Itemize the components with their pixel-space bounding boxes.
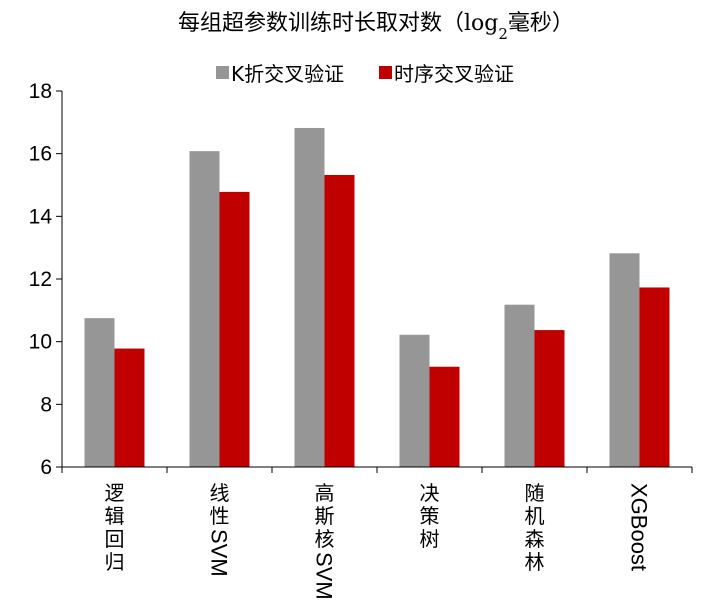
y-tick-label: 18 [29,80,52,103]
bar-timeseries-0 [114,348,145,467]
svg-text:SVM: SVM [207,529,232,577]
plot-area [84,127,670,468]
bar-kfold-0 [84,318,115,467]
x-tick-label: XGBoost [627,483,652,571]
bar-kfold-2 [294,127,325,468]
chart-title-subscript: 2 [498,25,508,43]
legend-swatch-kfold [216,66,229,79]
y-tick-label: 10 [29,331,52,354]
svg-text:机: 机 [525,504,545,528]
svg-text:回: 回 [105,527,125,551]
svg-text:高: 高 [315,481,335,505]
svg-text:树: 树 [420,527,440,551]
bar-timeseries-5 [639,287,670,467]
legend: K折交叉验证 时序交叉验证 [216,62,514,86]
svg-text:林: 林 [525,550,545,574]
svg-text:线: 线 [210,481,230,505]
svg-text:SVM: SVM [312,552,337,600]
legend-swatch-timeseries [379,66,392,79]
bar-kfold-1 [189,151,220,467]
y-tick-label: 12 [29,268,52,291]
svg-text:核: 核 [315,527,335,551]
x-tick-label: 决策树 [420,481,440,551]
svg-text:随: 随 [525,481,545,505]
chart-title: 每组超参数训练时长取对数（log2毫秒） [178,11,574,43]
y-tick-label: 8 [40,393,52,416]
legend-label-timeseries: 时序交叉验证 [394,62,514,86]
svg-text:森: 森 [525,527,545,551]
y-tick-label: 6 [40,456,52,479]
bar-kfold-4 [504,304,535,467]
y-axis: 6 8 10 12 14 16 18 [29,80,63,479]
y-tick-label: 14 [29,205,53,228]
svg-text:斯: 斯 [315,504,335,528]
legend-label-kfold: K折交叉验证 [231,62,344,86]
svg-text:XGBoost: XGBoost [627,483,652,571]
bar-timeseries-4 [534,330,565,467]
svg-text:性: 性 [210,504,230,528]
svg-text:归: 归 [105,550,125,574]
bar-kfold-5 [609,253,640,467]
svg-text:辑: 辑 [105,504,125,528]
bar-timeseries-2 [324,174,355,467]
bar-timeseries-1 [219,191,250,468]
svg-text:决: 决 [420,481,440,505]
bar-timeseries-3 [429,366,460,467]
svg-text:逻: 逻 [105,481,125,505]
bar-kfold-3 [399,334,430,467]
svg-text:策: 策 [420,504,440,528]
y-tick-label: 16 [29,143,52,166]
